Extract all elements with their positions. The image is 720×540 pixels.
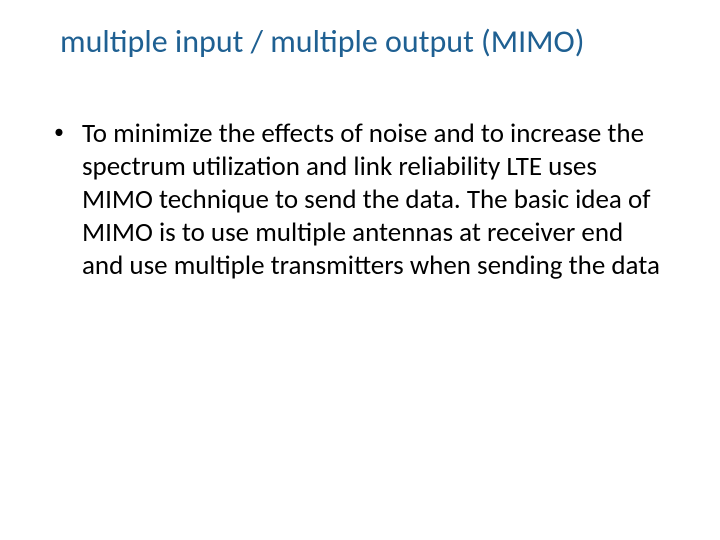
slide: multiple input / multiple output (MIMO) …	[0, 0, 720, 540]
bullet-marker: •	[54, 118, 82, 144]
slide-title: multiple input / multiple output (MIMO)	[60, 22, 680, 61]
bullet-text: To minimize the effects of noise and to …	[82, 118, 660, 283]
bullet-item: • To minimize the effects of noise and t…	[54, 118, 660, 283]
slide-body: • To minimize the effects of noise and t…	[54, 118, 660, 283]
